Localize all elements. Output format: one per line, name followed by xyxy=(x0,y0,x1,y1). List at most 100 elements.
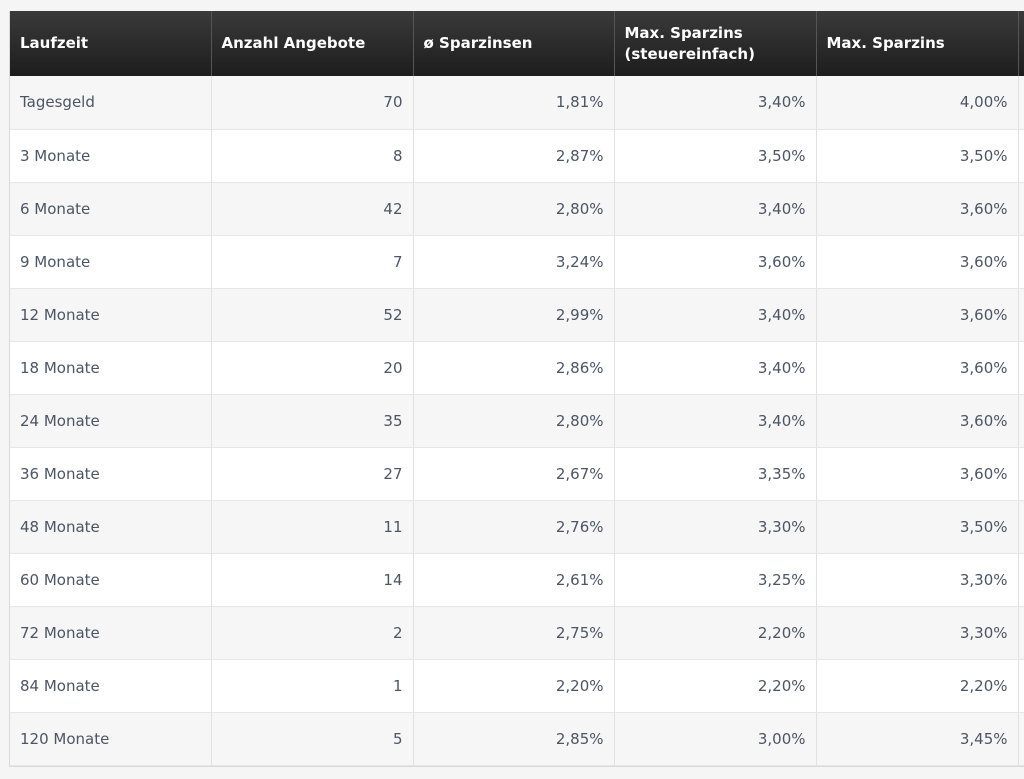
cell-anzahl-angebote: 52 xyxy=(211,288,414,342)
cell-avg-sparzinsen: 3,24% xyxy=(413,235,615,289)
table-row: 3 Monate 8 2,87% 3,50% 3,50% xyxy=(10,129,1024,183)
cell-max-sparzins-steuereinfach: 3,40% xyxy=(614,76,817,130)
cell-max-sparzins: 2,20% xyxy=(816,659,1019,713)
cell-max-sparzins-steuereinfach: 3,60% xyxy=(614,235,817,289)
cell-avg-sparzinsen: 1,81% xyxy=(413,76,615,130)
cell-laufzeit: 72 Monate xyxy=(10,606,212,660)
cell-avg-sparzinsen: 2,75% xyxy=(413,606,615,660)
cell-max-sparzins-steuereinfach: 3,25% xyxy=(614,553,817,607)
savings-rates-table: Laufzeit Anzahl Angebote ø Sparzinsen Ma… xyxy=(10,11,1024,766)
cell-max-sparzins: 3,60% xyxy=(816,288,1019,342)
cell-laufzeit: 36 Monate xyxy=(10,447,212,501)
cell-max-sparzins: 3,50% xyxy=(816,500,1019,554)
column-header-avg-sparzinsen[interactable]: ø Sparzinsen xyxy=(413,11,615,76)
cell-cut-off xyxy=(1018,235,1024,289)
cell-cut-off xyxy=(1018,553,1024,607)
cell-max-sparzins-steuereinfach: 3,00% xyxy=(614,712,817,766)
cell-max-sparzins-steuereinfach: 2,20% xyxy=(614,659,817,713)
table-row: 6 Monate 42 2,80% 3,40% 3,60% xyxy=(10,182,1024,236)
table-body: Tagesgeld 70 1,81% 3,40% 4,00% 3 Monate 8 2,87%… xyxy=(10,76,1024,766)
cell-max-sparzins: 3,60% xyxy=(816,341,1019,395)
cell-laufzeit: 24 Monate xyxy=(10,394,212,448)
cell-cut-off xyxy=(1018,606,1024,660)
cell-laufzeit: 84 Monate xyxy=(10,659,212,713)
table-row: 12 Monate 52 2,99% 3,40% 3,60% xyxy=(10,288,1024,342)
cell-anzahl-angebote: 7 xyxy=(211,235,414,289)
cell-avg-sparzinsen: 2,80% xyxy=(413,182,615,236)
cell-cut-off xyxy=(1018,288,1024,342)
cell-avg-sparzinsen: 2,86% xyxy=(413,341,615,395)
cell-max-sparzins: 3,60% xyxy=(816,182,1019,236)
cell-anzahl-angebote: 1 xyxy=(211,659,414,713)
cell-max-sparzins-steuereinfach: 3,50% xyxy=(614,129,817,183)
cell-avg-sparzinsen: 2,87% xyxy=(413,129,615,183)
cell-laufzeit: 60 Monate xyxy=(10,553,212,607)
cell-cut-off xyxy=(1018,76,1024,130)
table-row: 120 Monate 5 2,85% 3,00% 3,45% xyxy=(10,712,1024,766)
column-header-max-sparzins-steuereinfach[interactable]: Max. Sparzins (steuereinfach) xyxy=(614,11,817,76)
cell-cut-off xyxy=(1018,394,1024,448)
table-row: 84 Monate 1 2,20% 2,20% 2,20% xyxy=(10,659,1024,713)
cell-max-sparzins-steuereinfach: 3,35% xyxy=(614,447,817,501)
cell-max-sparzins-steuereinfach: 3,40% xyxy=(614,341,817,395)
cell-max-sparzins-steuereinfach: 3,40% xyxy=(614,288,817,342)
cell-laufzeit: 6 Monate xyxy=(10,182,212,236)
cell-max-sparzins-steuereinfach: 3,30% xyxy=(614,500,817,554)
cell-max-sparzins: 3,45% xyxy=(816,712,1019,766)
column-header-max-sparzins[interactable]: Max. Sparzins xyxy=(816,11,1019,76)
cell-laufzeit: Tagesgeld xyxy=(10,76,212,130)
table-row: 18 Monate 20 2,86% 3,40% 3,60% xyxy=(10,341,1024,395)
cell-avg-sparzinsen: 2,67% xyxy=(413,447,615,501)
cell-laufzeit: 120 Monate xyxy=(10,712,212,766)
cell-laufzeit: 3 Monate xyxy=(10,129,212,183)
table-row: Tagesgeld 70 1,81% 3,40% 4,00% xyxy=(10,76,1024,130)
cell-avg-sparzinsen: 2,80% xyxy=(413,394,615,448)
cell-anzahl-angebote: 5 xyxy=(211,712,414,766)
table-row: 72 Monate 2 2,75% 2,20% 3,30% xyxy=(10,606,1024,660)
cell-cut-off xyxy=(1018,712,1024,766)
cell-anzahl-angebote: 11 xyxy=(211,500,414,554)
cell-max-sparzins-steuereinfach: 3,40% xyxy=(614,182,817,236)
header-row: Laufzeit Anzahl Angebote ø Sparzinsen Ma… xyxy=(10,11,1024,76)
table-row: 9 Monate 7 3,24% 3,60% 3,60% xyxy=(10,235,1024,289)
cell-avg-sparzinsen: 2,99% xyxy=(413,288,615,342)
cell-anzahl-angebote: 14 xyxy=(211,553,414,607)
table-row: 24 Monate 35 2,80% 3,40% 3,60% xyxy=(10,394,1024,448)
cell-cut-off xyxy=(1018,659,1024,713)
table-row: 60 Monate 14 2,61% 3,25% 3,30% xyxy=(10,553,1024,607)
cell-laufzeit: 12 Monate xyxy=(10,288,212,342)
cell-max-sparzins: 3,60% xyxy=(816,447,1019,501)
cell-cut-off xyxy=(1018,500,1024,554)
cell-laufzeit: 48 Monate xyxy=(10,500,212,554)
cell-avg-sparzinsen: 2,61% xyxy=(413,553,615,607)
cell-avg-sparzinsen: 2,20% xyxy=(413,659,615,713)
cell-max-sparzins-steuereinfach: 2,20% xyxy=(614,606,817,660)
table-header: Laufzeit Anzahl Angebote ø Sparzinsen Ma… xyxy=(10,11,1024,76)
cell-max-sparzins: 3,30% xyxy=(816,606,1019,660)
cell-laufzeit: 18 Monate xyxy=(10,341,212,395)
cell-avg-sparzinsen: 2,76% xyxy=(413,500,615,554)
cell-cut-off xyxy=(1018,129,1024,183)
cell-anzahl-angebote: 2 xyxy=(211,606,414,660)
cell-max-sparzins: 4,00% xyxy=(816,76,1019,130)
table-row: 36 Monate 27 2,67% 3,35% 3,60% xyxy=(10,447,1024,501)
savings-rates-table-container: Laufzeit Anzahl Angebote ø Sparzinsen Ma… xyxy=(9,11,1024,767)
cell-anzahl-angebote: 8 xyxy=(211,129,414,183)
cell-anzahl-angebote: 20 xyxy=(211,341,414,395)
cell-max-sparzins-steuereinfach: 3,40% xyxy=(614,394,817,448)
cell-anzahl-angebote: 27 xyxy=(211,447,414,501)
cell-anzahl-angebote: 70 xyxy=(211,76,414,130)
cell-avg-sparzinsen: 2,85% xyxy=(413,712,615,766)
cell-anzahl-angebote: 35 xyxy=(211,394,414,448)
cell-max-sparzins: 3,30% xyxy=(816,553,1019,607)
cell-anzahl-angebote: 42 xyxy=(211,182,414,236)
cell-max-sparzins: 3,60% xyxy=(816,394,1019,448)
cell-cut-off xyxy=(1018,182,1024,236)
cell-max-sparzins: 3,50% xyxy=(816,129,1019,183)
column-header-laufzeit[interactable]: Laufzeit xyxy=(10,11,212,76)
table-row: 48 Monate 11 2,76% 3,30% 3,50% xyxy=(10,500,1024,554)
cell-max-sparzins: 3,60% xyxy=(816,235,1019,289)
column-header-anzahl-angebote[interactable]: Anzahl Angebote xyxy=(211,11,414,76)
cell-cut-off xyxy=(1018,341,1024,395)
cell-cut-off xyxy=(1018,447,1024,501)
